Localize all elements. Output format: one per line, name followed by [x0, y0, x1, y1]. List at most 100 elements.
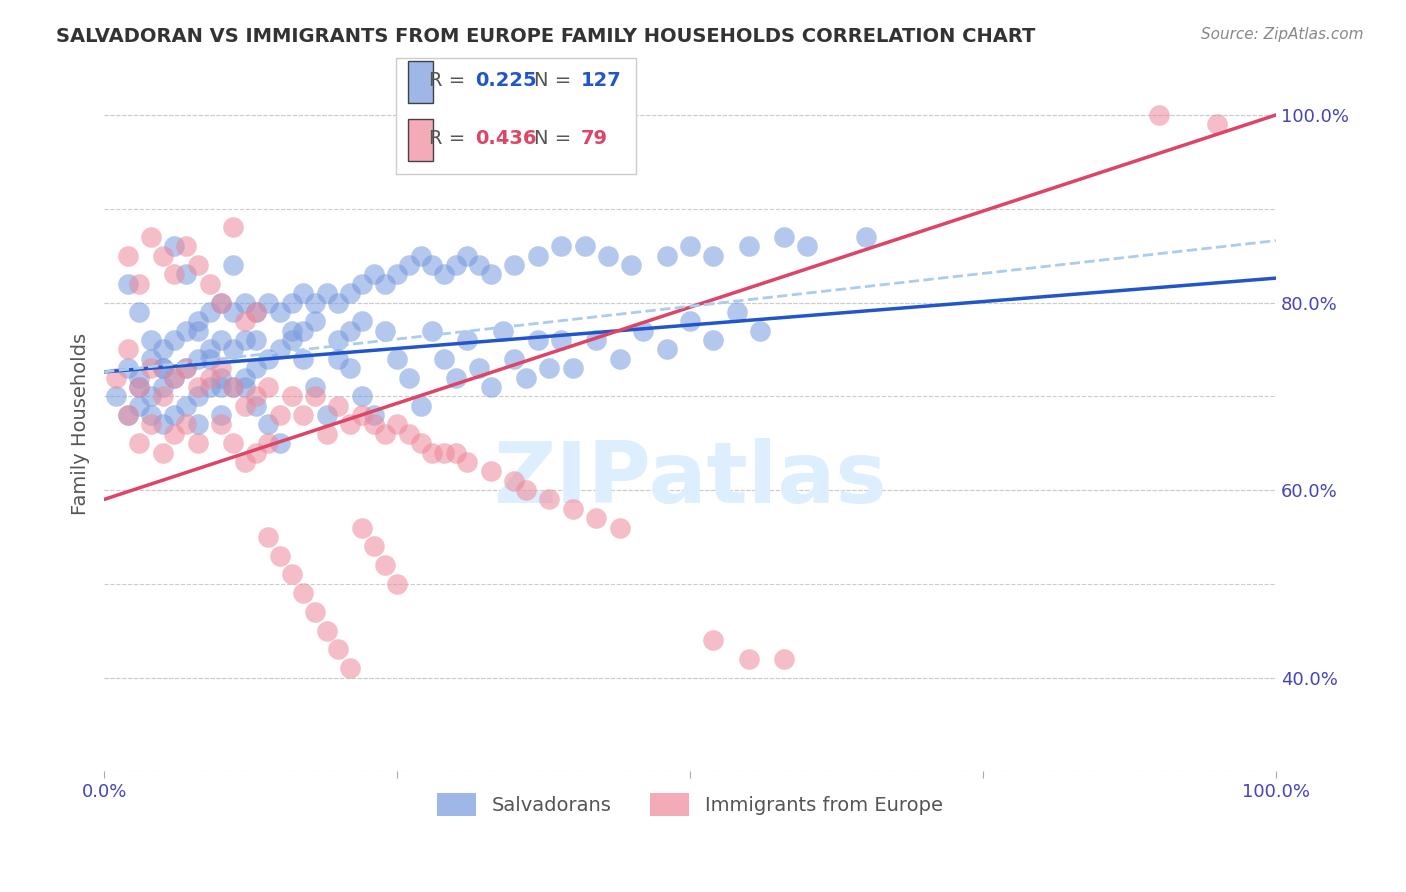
Salvadorans [163, 333, 186, 347]
Immigrants from Europe [174, 239, 197, 253]
Salvadorans [631, 324, 654, 338]
Immigrants from Europe [374, 426, 396, 441]
Salvadorans [187, 351, 209, 366]
Immigrants from Europe [398, 426, 420, 441]
Text: 127: 127 [581, 70, 621, 90]
Immigrants from Europe [363, 539, 385, 553]
Immigrants from Europe [222, 436, 245, 450]
Salvadorans [315, 408, 337, 422]
Immigrants from Europe [117, 408, 139, 422]
Salvadorans [339, 324, 361, 338]
Immigrants from Europe [304, 389, 326, 403]
Salvadorans [209, 380, 232, 394]
Immigrants from Europe [222, 220, 245, 235]
Salvadorans [350, 389, 373, 403]
Immigrants from Europe [339, 661, 361, 675]
Salvadorans [725, 305, 748, 319]
Salvadorans [420, 258, 443, 272]
Salvadorans [679, 239, 702, 253]
Salvadorans [198, 351, 221, 366]
Salvadorans [328, 295, 350, 310]
Salvadorans [526, 249, 548, 263]
Immigrants from Europe [374, 558, 396, 572]
Salvadorans [280, 333, 302, 347]
Immigrants from Europe [363, 417, 385, 432]
Salvadorans [245, 361, 267, 376]
Immigrants from Europe [315, 426, 337, 441]
Salvadorans [269, 436, 291, 450]
Immigrants from Europe [245, 445, 267, 459]
Salvadorans [456, 249, 478, 263]
Salvadorans [363, 408, 385, 422]
Salvadorans [117, 361, 139, 376]
Salvadorans [139, 389, 162, 403]
Salvadorans [209, 295, 232, 310]
Text: R =: R = [429, 128, 471, 148]
Salvadorans [163, 370, 186, 384]
Immigrants from Europe [104, 370, 127, 384]
Immigrants from Europe [117, 343, 139, 357]
Salvadorans [174, 361, 197, 376]
Salvadorans [257, 351, 280, 366]
Salvadorans [152, 361, 174, 376]
Salvadorans [420, 324, 443, 338]
Immigrants from Europe [257, 436, 280, 450]
Salvadorans [222, 305, 245, 319]
Immigrants from Europe [245, 305, 267, 319]
Immigrants from Europe [117, 249, 139, 263]
Immigrants from Europe [128, 277, 150, 291]
Salvadorans [187, 314, 209, 328]
Immigrants from Europe [187, 436, 209, 450]
Salvadorans [409, 399, 432, 413]
Legend: Salvadorans, Immigrants from Europe: Salvadorans, Immigrants from Europe [429, 785, 950, 824]
Salvadorans [222, 258, 245, 272]
Immigrants from Europe [479, 464, 502, 478]
Text: R =: R = [429, 70, 471, 90]
Salvadorans [304, 295, 326, 310]
Immigrants from Europe [233, 399, 256, 413]
Salvadorans [538, 361, 561, 376]
Salvadorans [479, 380, 502, 394]
Salvadorans [187, 389, 209, 403]
Salvadorans [468, 361, 491, 376]
Salvadorans [280, 324, 302, 338]
Immigrants from Europe [174, 361, 197, 376]
Immigrants from Europe [269, 408, 291, 422]
Immigrants from Europe [209, 417, 232, 432]
Immigrants from Europe [174, 417, 197, 432]
Salvadorans [209, 408, 232, 422]
Salvadorans [152, 417, 174, 432]
Immigrants from Europe [280, 389, 302, 403]
Salvadorans [139, 408, 162, 422]
Immigrants from Europe [772, 652, 794, 666]
Immigrants from Europe [187, 380, 209, 394]
Salvadorans [503, 258, 526, 272]
Salvadorans [409, 249, 432, 263]
Immigrants from Europe [128, 380, 150, 394]
Salvadorans [187, 417, 209, 432]
Salvadorans [491, 324, 513, 338]
Immigrants from Europe [292, 408, 315, 422]
Immigrants from Europe [245, 389, 267, 403]
Immigrants from Europe [152, 445, 174, 459]
Immigrants from Europe [233, 455, 256, 469]
Text: ZIPatlas: ZIPatlas [494, 439, 887, 522]
Salvadorans [174, 399, 197, 413]
Salvadorans [187, 324, 209, 338]
Immigrants from Europe [444, 445, 467, 459]
Salvadorans [257, 417, 280, 432]
Salvadorans [737, 239, 759, 253]
Salvadorans [245, 333, 267, 347]
Immigrants from Europe [128, 436, 150, 450]
Salvadorans [328, 333, 350, 347]
Salvadorans [550, 239, 572, 253]
Salvadorans [702, 333, 724, 347]
Immigrants from Europe [163, 370, 186, 384]
Immigrants from Europe [456, 455, 478, 469]
Salvadorans [609, 351, 631, 366]
Salvadorans [117, 408, 139, 422]
Text: N =: N = [534, 70, 578, 90]
Immigrants from Europe [163, 268, 186, 282]
Salvadorans [855, 230, 877, 244]
Salvadorans [117, 277, 139, 291]
